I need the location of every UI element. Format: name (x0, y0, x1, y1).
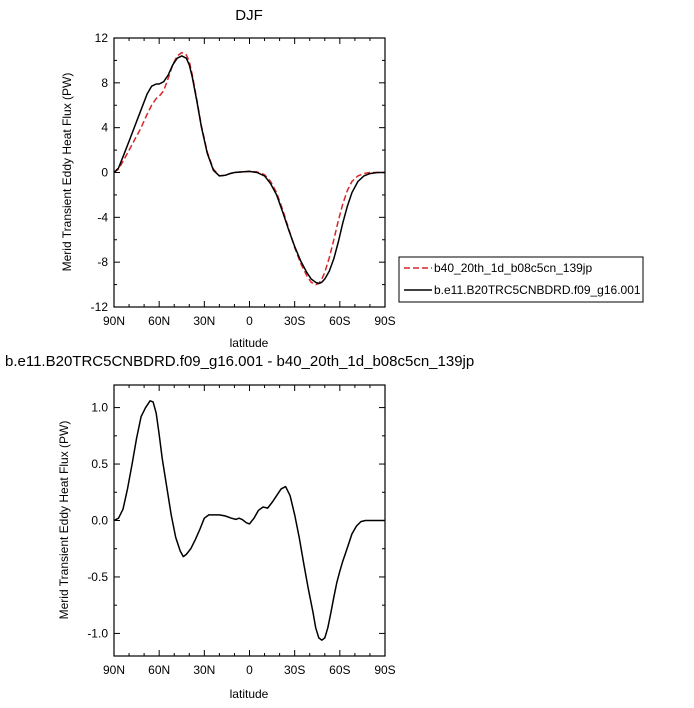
bottom-y-axis-label: Merid Transient Eddy Heat Flux (PW) (57, 421, 71, 620)
series-line-2 (113, 55, 385, 285)
x-tick-label: 0 (246, 314, 253, 328)
series-line-1 (113, 400, 385, 641)
y-tick-label: -1.0 (87, 626, 108, 640)
y-tick-label: 4 (101, 121, 108, 135)
x-tick-label: 60S (329, 314, 350, 328)
top-x-axis-label: latitude (230, 336, 269, 350)
top-axis-ticks: 90N 60N 30N 0 30S 60S 90S -12 -8 -4 0 4 8 12 (91, 31, 396, 328)
x-tick-label: 30N (193, 314, 215, 328)
x-tick-label: 30S (284, 663, 305, 677)
y-tick-label: 8 (101, 76, 108, 90)
bottom-series-group (113, 400, 385, 641)
y-tick-label: -0.5 (87, 570, 108, 584)
top-series-group (113, 51, 385, 286)
legend-box (398, 256, 644, 303)
y-tick-label: -4 (97, 210, 108, 224)
x-tick-label: 0 (246, 663, 253, 677)
x-tick-label: 30N (193, 663, 215, 677)
legend-label-series-2: b.e11.B20TRC5CNBDRD.f09_g16.001 (434, 283, 641, 297)
x-tick-label: 90N (103, 663, 125, 677)
x-tick-label: 90S (374, 663, 395, 677)
series-line-1 (113, 51, 385, 286)
top-y-axis-label: Merid Transient Eddy Heat Flux (PW) (60, 73, 74, 272)
y-tick-label: 12 (95, 31, 109, 45)
top-chart-title: DJF (235, 7, 263, 24)
bottom-axis-ticks: 90N 60N 30N 0 30S 60S 90S -1.0 -0.5 0.0 0.5 1.0 (87, 385, 396, 677)
bottom-plot-frame (113, 384, 386, 657)
legend-label-series-1: b40_20th_1d_b08c5cn_139jp (434, 261, 592, 275)
y-tick-label: -8 (97, 255, 108, 269)
top-plot-frame (113, 37, 386, 308)
legend: b40_20th_1d_b08c5cn_139jp b.e11.B20TRC5C… (398, 256, 644, 303)
x-tick-label: 90N (103, 314, 125, 328)
x-tick-label: 90S (374, 314, 395, 328)
y-tick-label: 1.0 (91, 401, 108, 415)
x-tick-label: 60N (148, 314, 170, 328)
y-tick-label: 0.5 (91, 457, 108, 471)
y-tick-label: 0 (101, 166, 108, 180)
x-tick-label: 60S (329, 663, 350, 677)
y-tick-label: 0.0 (91, 514, 108, 528)
bottom-x-axis-label: latitude (230, 687, 269, 701)
bottom-panel: b.e11.B20TRC5CNBDRD.f09_g16.001 - b40_20… (5, 353, 474, 701)
bottom-chart-title: b.e11.B20TRC5CNBDRD.f09_g16.001 - b40_20… (5, 353, 474, 370)
y-tick-label: -12 (91, 300, 109, 314)
x-tick-label: 30S (284, 314, 305, 328)
top-panel: DJF 90N 60N 30N 0 30S 60S 90S -12 -8 -4 0 4 8 12 lati… (60, 7, 396, 350)
x-tick-label: 60N (148, 663, 170, 677)
